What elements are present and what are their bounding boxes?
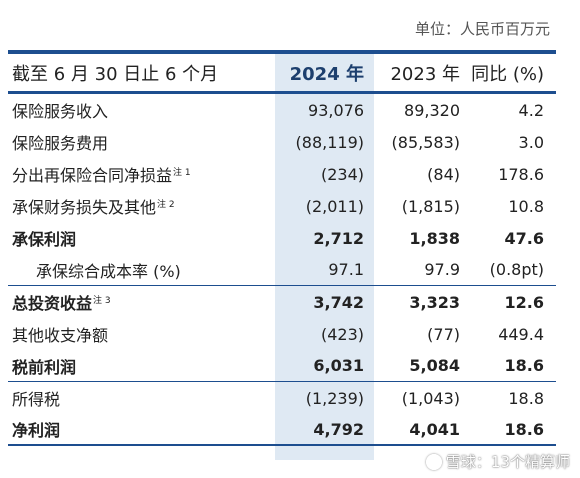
- value-yoy: 178.6: [498, 164, 544, 184]
- watermark-text: 雪球：13个精算师: [445, 453, 570, 471]
- value-2024: (88,119): [295, 132, 364, 152]
- value-2024: (423): [320, 324, 364, 344]
- value-2023: (77): [427, 324, 460, 344]
- table-row: 净利润 4,792 4,041 18.6: [8, 414, 556, 446]
- row-label: 净利润: [12, 421, 61, 440]
- watermark: 雪球：13个精算师: [425, 451, 570, 472]
- footnote-marker: 注 2: [157, 200, 175, 210]
- header-yoy: 同比 (%): [471, 63, 544, 85]
- value-2023: 97.9: [424, 260, 460, 279]
- footnote-marker: 注 3: [93, 296, 111, 306]
- value-yoy: 18.6: [504, 356, 544, 375]
- value-2023: (85,583): [391, 132, 460, 152]
- table-row: 所得税 (1,239) (1,043) 18.8: [8, 382, 556, 414]
- table-row: 承保综合成本率 (%) 97.1 97.9 (0.8pt): [8, 254, 556, 286]
- value-yoy: 3.0: [518, 132, 544, 152]
- table-row: 总投资收益注 3 3,742 3,323 12.6: [8, 286, 556, 318]
- value-2024: (234): [320, 164, 364, 184]
- header-period: 截至 6 月 30 日止 6 个月: [12, 63, 219, 85]
- table-row: 税前利润 6,031 5,084 18.6: [8, 350, 556, 382]
- table-row: 分出再保险合同净损益注 1 (234) (84) 178.6: [8, 158, 556, 190]
- income-statement-table: 截至 6 月 30 日止 6 个月 2024 年 2023 年 同比 (%) 保…: [8, 50, 556, 460]
- value-2023: 89,320: [404, 100, 460, 120]
- value-2024: 93,076: [308, 100, 364, 120]
- row-label: 承保财务损失及其他注 2: [12, 198, 175, 217]
- footnote-marker: 注 1: [173, 168, 191, 178]
- header-2024: 2024 年: [289, 63, 364, 85]
- value-2024: (2,011): [305, 196, 364, 216]
- row-label: 其他收支净额: [12, 326, 109, 345]
- value-2023: 3,323: [409, 292, 460, 312]
- table-row: 其他收支净额 (423) (77) 449.4: [8, 318, 556, 350]
- table-row: 保险服务收入 93,076 89,320 4.2: [8, 94, 556, 126]
- value-yoy: 4.2: [518, 100, 544, 120]
- value-2023: 1,838: [409, 228, 460, 248]
- value-yoy: 47.6: [504, 228, 544, 248]
- value-2024: 2,712: [313, 228, 364, 248]
- row-label: 承保综合成本率 (%): [36, 261, 181, 281]
- table-row: 保险服务费用 (88,119) (85,583) 3.0: [8, 126, 556, 158]
- snowball-logo-icon: [425, 454, 442, 470]
- value-2024: 6,031: [313, 356, 364, 375]
- value-yoy: (0.8pt): [489, 260, 544, 279]
- value-2023: 5,084: [409, 356, 460, 375]
- row-label: 分出再保险合同净损益注 1: [12, 166, 191, 185]
- row-label: 税前利润: [12, 357, 77, 377]
- value-2023: (1,043): [401, 388, 460, 408]
- value-yoy: 449.4: [498, 324, 544, 344]
- highlight-2024-column: [275, 50, 374, 460]
- table-row: 承保利润 2,712 1,838 47.6: [8, 222, 556, 254]
- value-2024: 97.1: [328, 260, 364, 279]
- value-yoy: 18.6: [504, 419, 544, 439]
- row-label: 保险服务费用: [12, 134, 109, 153]
- table-row: 承保财务损失及其他注 2 (2,011) (1,815) 10.8: [8, 190, 556, 222]
- value-2023: (1,815): [401, 196, 460, 216]
- table-header: 截至 6 月 30 日止 6 个月 2024 年 2023 年 同比 (%): [8, 50, 556, 94]
- value-yoy: 10.8: [508, 196, 544, 216]
- value-2023: 4,041: [409, 419, 460, 439]
- row-label: 承保利润: [12, 230, 77, 249]
- value-2024: 3,742: [313, 292, 364, 312]
- row-label: 保险服务收入: [12, 102, 109, 121]
- value-2024: (1,239): [305, 388, 364, 408]
- value-yoy: 12.6: [504, 292, 544, 312]
- value-2023: (84): [427, 164, 460, 184]
- value-2024: 4,792: [313, 419, 364, 439]
- row-label: 所得税: [12, 390, 61, 409]
- row-label: 总投资收益注 3: [12, 294, 111, 313]
- unit-label: 单位：人民币百万元: [414, 20, 550, 38]
- header-2023: 2023 年: [390, 63, 460, 85]
- value-yoy: 18.8: [508, 388, 544, 408]
